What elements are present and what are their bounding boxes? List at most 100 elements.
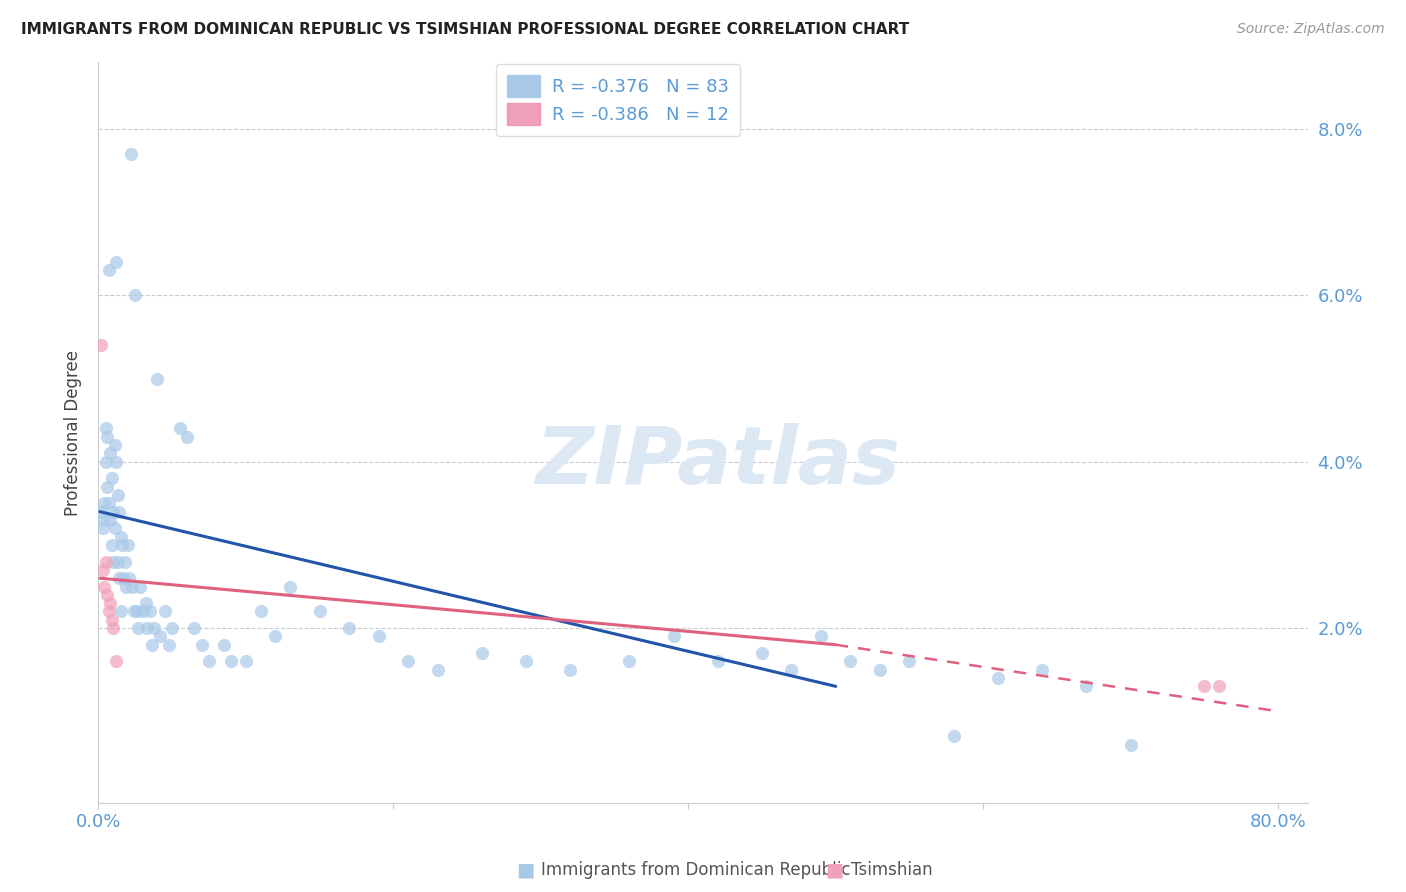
Point: [110, 530, 132, 544]
Point: [662, 629, 685, 643]
Point: [706, 654, 728, 668]
Point: [128, 580, 150, 594]
Point: [141, 638, 163, 652]
Point: [987, 671, 1010, 685]
Point: [135, 596, 157, 610]
Point: [1194, 679, 1216, 693]
Point: [101, 505, 124, 519]
Text: Source: ZipAtlas.com: Source: ZipAtlas.com: [1237, 22, 1385, 37]
Point: [751, 646, 773, 660]
Point: [619, 654, 641, 668]
Point: [91, 563, 114, 577]
Point: [190, 638, 212, 652]
Point: [898, 654, 921, 668]
Text: ■: ■: [516, 860, 534, 880]
Point: [93, 496, 115, 510]
Point: [97, 263, 120, 277]
Point: [136, 621, 159, 635]
Point: [131, 605, 153, 619]
Point: [1119, 738, 1142, 752]
Point: [308, 605, 330, 619]
Point: [122, 605, 145, 619]
Y-axis label: Professional Degree: Professional Degree: [63, 350, 82, 516]
Point: [153, 605, 176, 619]
Point: [105, 455, 128, 469]
Point: [121, 580, 143, 594]
Point: [1031, 663, 1053, 677]
Point: [869, 663, 891, 677]
Point: [98, 446, 121, 460]
Point: [125, 605, 148, 619]
Point: [94, 555, 117, 569]
Point: [810, 629, 832, 643]
Point: [98, 596, 121, 610]
Point: [108, 571, 131, 585]
Text: ■: ■: [825, 860, 844, 880]
Point: [1076, 679, 1098, 693]
Point: [108, 505, 131, 519]
Point: [94, 455, 117, 469]
Point: [93, 580, 115, 594]
Point: [117, 538, 139, 552]
Point: [396, 654, 419, 668]
Point: [105, 255, 128, 269]
Point: [112, 571, 135, 585]
Point: [157, 638, 180, 652]
Point: [337, 621, 360, 635]
Point: [198, 654, 221, 668]
Point: [942, 729, 965, 743]
Point: [96, 588, 118, 602]
Point: [515, 654, 537, 668]
Point: [104, 438, 127, 452]
Point: [264, 629, 287, 643]
Point: [107, 555, 129, 569]
Point: [100, 471, 122, 485]
Point: [114, 555, 136, 569]
Point: [105, 654, 128, 668]
Point: [143, 621, 166, 635]
Point: [169, 421, 191, 435]
Point: [149, 629, 172, 643]
Point: [97, 605, 120, 619]
Point: [160, 621, 183, 635]
Point: [101, 555, 124, 569]
Text: IMMIGRANTS FROM DOMINICAN REPUBLIC VS TSIMSHIAN PROFESSIONAL DEGREE CORRELATION : IMMIGRANTS FROM DOMINICAN REPUBLIC VS TS…: [21, 22, 910, 37]
Point: [367, 629, 389, 643]
Point: [90, 338, 112, 352]
Point: [91, 521, 114, 535]
Text: Immigrants from Dominican Republic: Immigrants from Dominican Republic: [541, 861, 851, 879]
Point: [780, 663, 803, 677]
Point: [235, 654, 257, 668]
Text: ZIPatlas: ZIPatlas: [536, 423, 900, 500]
Point: [104, 521, 127, 535]
Point: [118, 571, 141, 585]
Point: [111, 538, 134, 552]
Point: [96, 430, 118, 444]
Text: Tsimshian: Tsimshian: [851, 861, 932, 879]
Point: [278, 580, 301, 594]
Point: [93, 513, 115, 527]
Point: [212, 638, 235, 652]
Point: [90, 505, 112, 519]
Point: [100, 538, 122, 552]
Point: [100, 613, 122, 627]
Point: [107, 488, 129, 502]
Point: [120, 147, 142, 161]
Point: [219, 654, 242, 668]
Point: [124, 288, 146, 302]
Point: [176, 430, 198, 444]
Point: [426, 663, 449, 677]
Point: [110, 605, 132, 619]
Point: [1208, 679, 1230, 693]
Point: [139, 605, 162, 619]
Point: [249, 605, 271, 619]
Point: [839, 654, 862, 668]
Point: [115, 580, 138, 594]
Point: [471, 646, 494, 660]
Point: [97, 496, 120, 510]
Point: [96, 480, 118, 494]
Point: [127, 621, 149, 635]
Point: [94, 421, 117, 435]
Point: [183, 621, 205, 635]
Point: [98, 513, 121, 527]
